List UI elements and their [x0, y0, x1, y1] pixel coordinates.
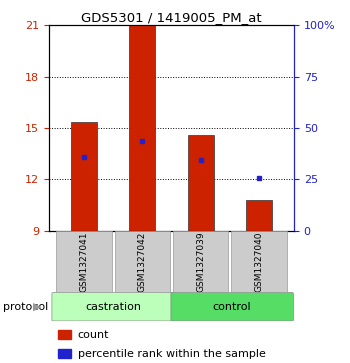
Bar: [188, 135, 214, 231]
Text: control: control: [213, 302, 252, 312]
Text: GSM1327042: GSM1327042: [138, 231, 147, 291]
Text: castration: castration: [85, 302, 141, 312]
Text: ▶: ▶: [33, 302, 41, 312]
Text: GSM1327041: GSM1327041: [79, 231, 89, 291]
Bar: [71, 122, 97, 231]
Text: protocol: protocol: [4, 302, 49, 312]
Title: GDS5301 / 1419005_PM_at: GDS5301 / 1419005_PM_at: [81, 11, 262, 24]
Text: GSM1327039: GSM1327039: [196, 231, 205, 292]
FancyBboxPatch shape: [52, 293, 174, 321]
Bar: [58, 330, 71, 339]
Text: GSM1327040: GSM1327040: [254, 231, 264, 291]
Bar: [56, 231, 112, 292]
Bar: [246, 200, 272, 231]
Bar: [58, 350, 71, 358]
Bar: [231, 231, 287, 292]
FancyBboxPatch shape: [171, 293, 293, 321]
Bar: [115, 231, 170, 292]
Text: count: count: [78, 330, 109, 340]
Text: percentile rank within the sample: percentile rank within the sample: [78, 349, 266, 359]
Bar: [129, 25, 155, 231]
Bar: [173, 231, 228, 292]
